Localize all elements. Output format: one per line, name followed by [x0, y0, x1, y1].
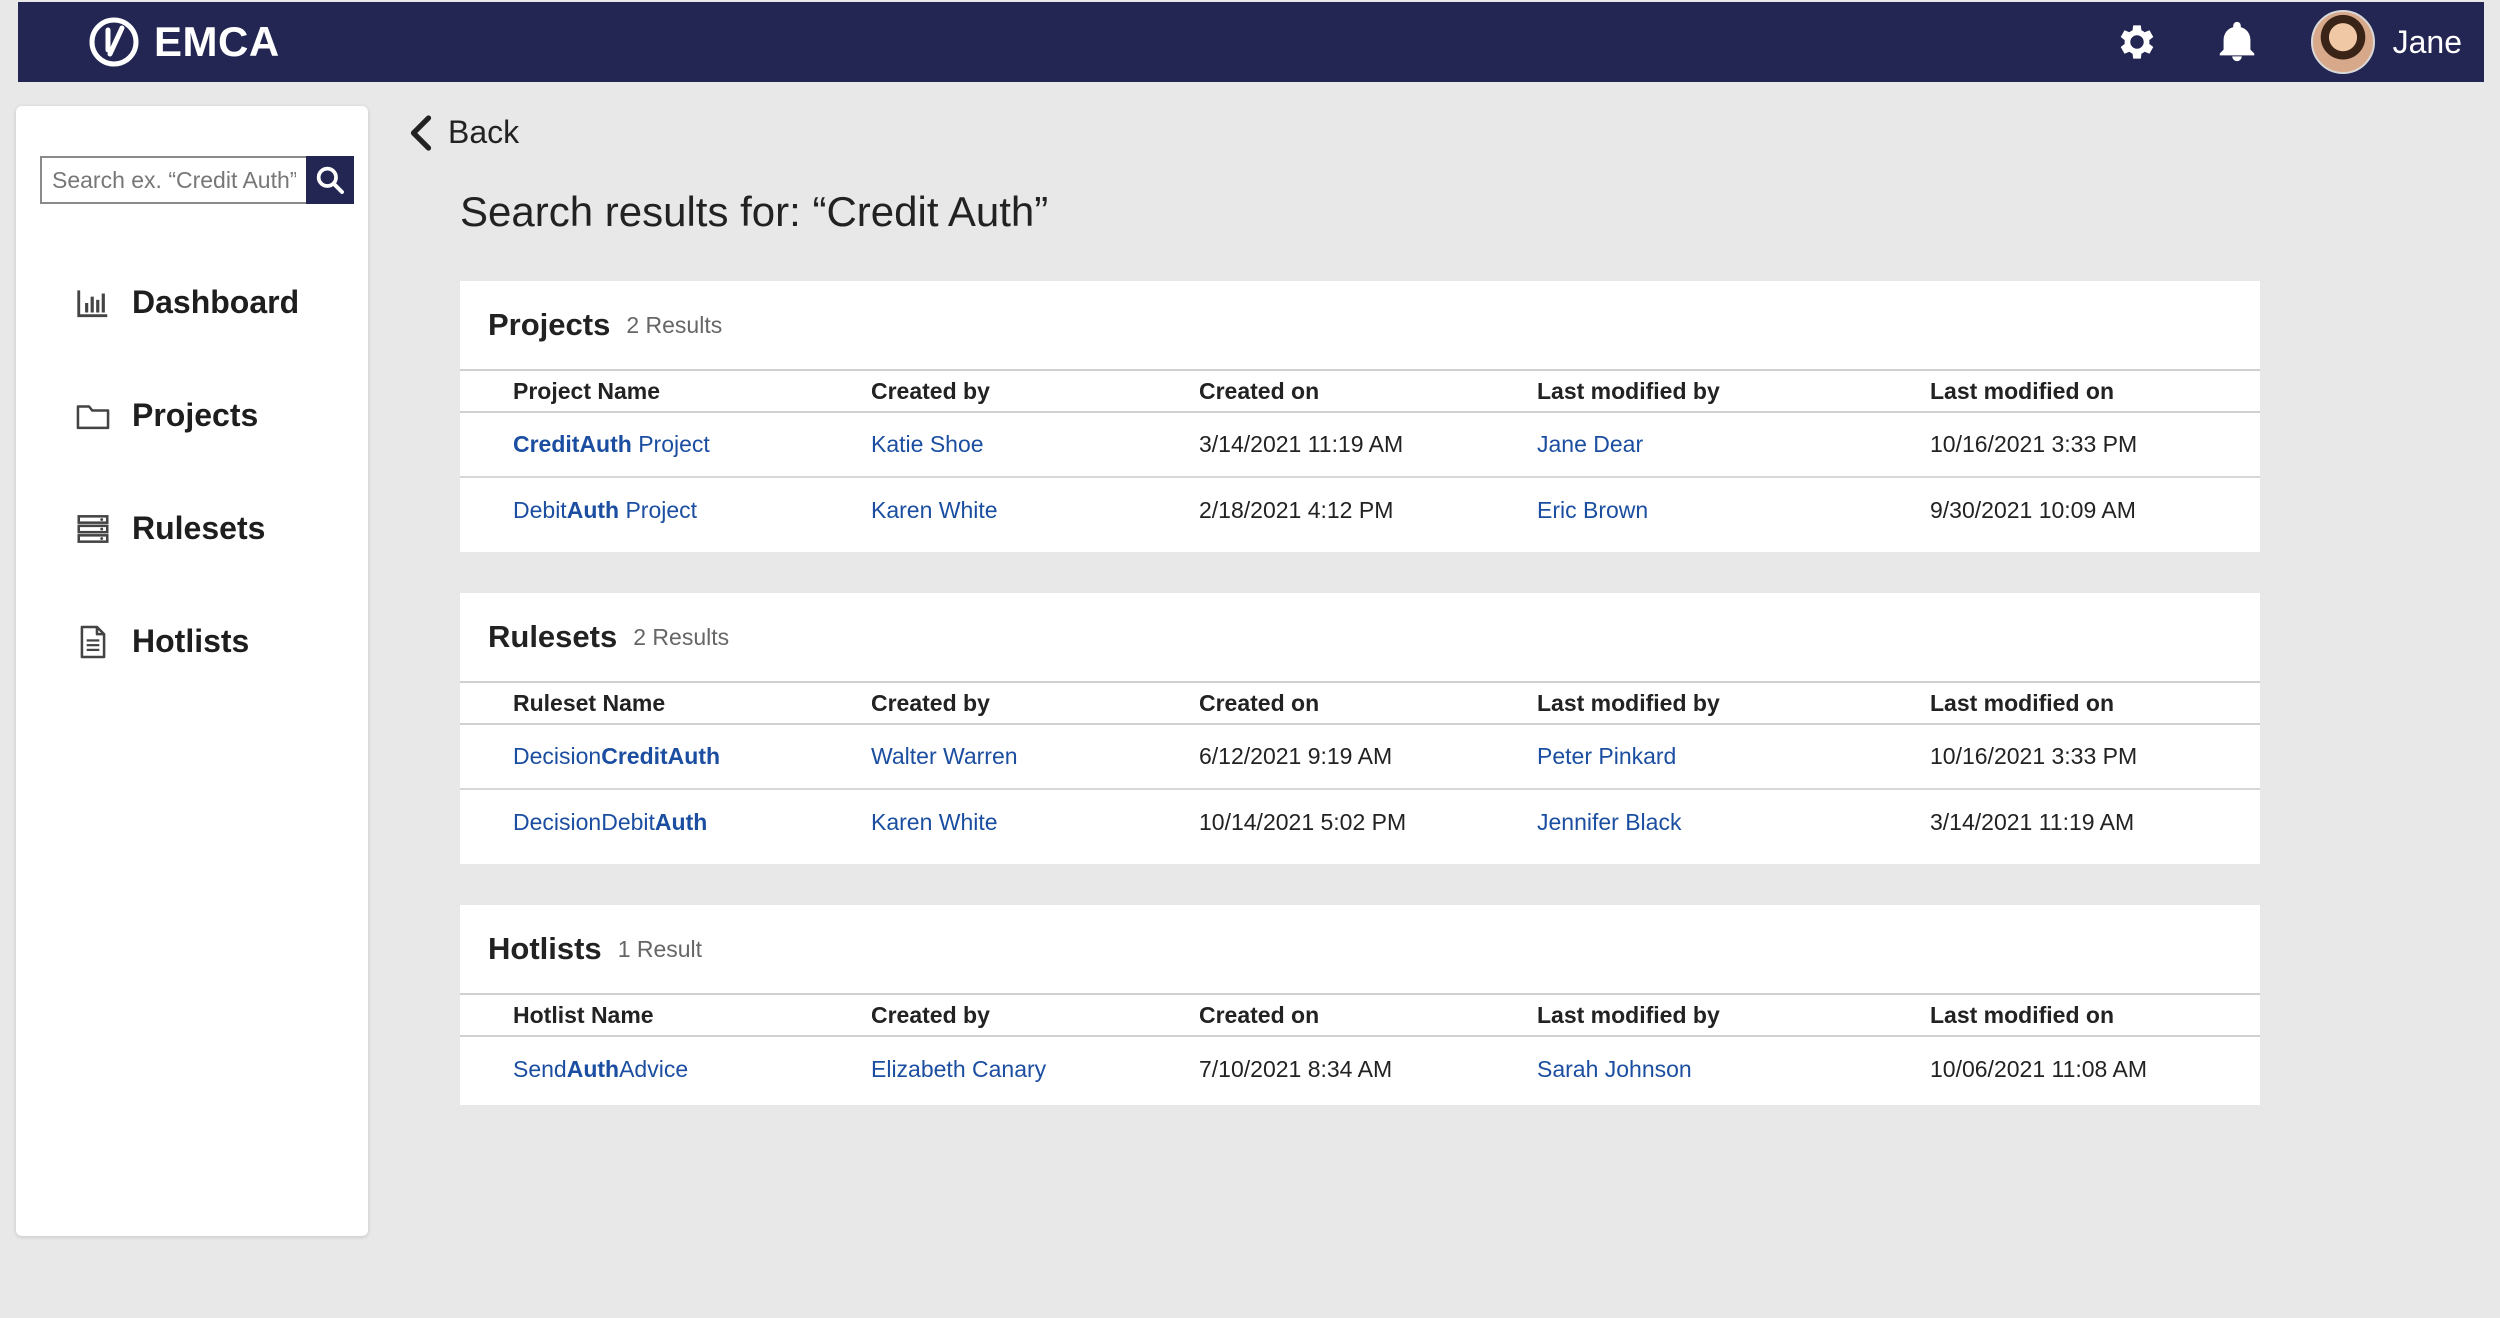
table-row: SendAuthAdvice Elizabeth Canary 7/10/202… — [460, 1037, 2260, 1102]
table-header: Ruleset Name Created by Created on Last … — [460, 681, 2260, 725]
column-header[interactable]: Project Name — [513, 377, 661, 404]
hotlist-name-link[interactable]: SendAuthAdvice — [513, 1056, 689, 1082]
modified-on: 9/30/2021 10:09 AM — [1930, 497, 2136, 523]
top-header: EMCA Jane — [18, 2, 2484, 82]
modified-by-link[interactable]: Jennifer Black — [1537, 809, 1682, 835]
column-header[interactable]: Created on — [1199, 1001, 1320, 1028]
logo[interactable]: EMCA — [88, 16, 280, 68]
projects-panel: Projects 2 Results Project Name Created … — [460, 281, 2260, 552]
chevron-left-icon — [410, 114, 432, 151]
sidebar-item-projects[interactable]: Projects — [16, 359, 368, 472]
stack-icon — [77, 514, 109, 543]
project-name-link[interactable]: DebitAuth Project — [513, 497, 698, 523]
column-header[interactable]: Created by — [871, 689, 990, 716]
sidebar-item-hotlists[interactable]: Hotlists — [16, 585, 368, 698]
created-by-link[interactable]: Karen White — [871, 809, 998, 835]
logo-icon — [89, 17, 139, 67]
column-header[interactable]: Created on — [1199, 377, 1320, 404]
created-by-link[interactable]: Elizabeth Canary — [871, 1056, 1047, 1082]
ruleset-name-link[interactable]: DecisionDebitAuth — [513, 809, 708, 835]
column-header[interactable]: Last modified on — [1930, 689, 2114, 716]
column-header[interactable]: Last modified by — [1537, 689, 1720, 716]
hotlists-panel: Hotlists 1 Result Hotlist Name Created b… — [460, 905, 2260, 1105]
modified-by-link[interactable]: Peter Pinkard — [1537, 743, 1677, 769]
back-label: Back — [448, 114, 520, 150]
search-input[interactable] — [40, 156, 306, 204]
column-header[interactable]: Ruleset Name — [513, 689, 666, 716]
created-on: 10/14/2021 5:02 PM — [1199, 809, 1407, 835]
sidebar: Dashboard Projects Rulesets H — [16, 106, 368, 1236]
bar-chart-icon — [77, 289, 108, 317]
created-by-link[interactable]: Walter Warren — [871, 743, 1018, 769]
created-on: 6/12/2021 9:19 AM — [1199, 743, 1393, 769]
column-header[interactable]: Last modified on — [1930, 1001, 2114, 1028]
avatar[interactable] — [2310, 10, 2375, 74]
page-title: Search results for: “Credit Auth” — [460, 188, 1049, 235]
sidebar-item-label: Rulesets — [132, 510, 266, 546]
folder-icon — [76, 404, 110, 429]
created-on: 2/18/2021 4:12 PM — [1199, 497, 1394, 523]
column-header[interactable]: Last modified by — [1537, 1001, 1720, 1028]
column-header[interactable]: Created by — [871, 377, 990, 404]
modified-by-link[interactable]: Eric Brown — [1537, 497, 1649, 523]
modified-by-link[interactable]: Jane Dear — [1537, 431, 1644, 457]
column-header[interactable]: Created by — [871, 1001, 990, 1028]
result-count: 1 Result — [617, 935, 703, 962]
created-on: 3/14/2021 11:19 AM — [1199, 431, 1404, 457]
gear-icon — [2120, 25, 2153, 59]
project-name-link[interactable]: CreditAuth Project — [513, 431, 710, 457]
document-icon — [80, 625, 106, 658]
table-row: DebitAuth Project Karen White 2/18/2021 … — [460, 478, 2260, 543]
sidebar-nav: Dashboard Projects Rulesets H — [16, 246, 368, 698]
table-row: CreditAuth Project Katie Shoe 3/14/2021 … — [460, 413, 2260, 478]
modified-on: 10/16/2021 3:33 PM — [1930, 431, 2138, 457]
modified-on: 3/14/2021 11:19 AM — [1930, 809, 2135, 835]
brand-name: EMCA — [154, 18, 280, 65]
rulesets-panel: Rulesets 2 Results Ruleset Name Created … — [460, 593, 2260, 864]
sidebar-item-dashboard[interactable]: Dashboard — [16, 246, 368, 359]
search-icon — [316, 166, 344, 194]
created-by-link[interactable]: Katie Shoe — [871, 431, 984, 457]
back-link[interactable]: Back — [408, 114, 519, 151]
search-box — [40, 156, 354, 204]
modified-on: 10/16/2021 3:33 PM — [1930, 743, 2138, 769]
created-on: 7/10/2021 8:34 AM — [1199, 1056, 1393, 1082]
column-header[interactable]: Hotlist Name — [513, 1001, 654, 1028]
result-count: 2 Results — [626, 311, 723, 338]
table-row: DecisionCreditAuth Walter Warren 6/12/20… — [460, 725, 2260, 790]
section-title: Rulesets — [488, 619, 618, 654]
modified-on: 10/06/2021 11:08 AM — [1930, 1056, 2147, 1082]
result-count: 2 Results — [633, 623, 730, 650]
column-header[interactable]: Last modified by — [1537, 377, 1720, 404]
table-row: DecisionDebitAuth Karen White 10/14/2021… — [460, 790, 2260, 855]
modified-by-link[interactable]: Sarah Johnson — [1537, 1056, 1692, 1082]
table-header: Project Name Created by Created on Last … — [460, 369, 2260, 413]
table-header: Hotlist Name Created by Created on Last … — [460, 993, 2260, 1037]
column-header[interactable]: Created on — [1199, 689, 1320, 716]
sidebar-item-label: Dashboard — [132, 284, 300, 320]
column-header[interactable]: Last modified on — [1930, 377, 2114, 404]
user-name[interactable]: Jane — [2392, 23, 2462, 60]
section-title: Projects — [488, 307, 611, 342]
bell-icon — [2219, 21, 2254, 62]
ruleset-name-link[interactable]: DecisionCreditAuth — [513, 743, 721, 769]
section-title: Hotlists — [488, 931, 602, 966]
created-by-link[interactable]: Karen White — [871, 497, 998, 523]
notifications-button[interactable] — [2211, 16, 2263, 68]
settings-button[interactable] — [2111, 16, 2163, 68]
search-button[interactable] — [306, 156, 354, 204]
sidebar-item-rulesets[interactable]: Rulesets — [16, 472, 368, 585]
sidebar-item-label: Hotlists — [132, 623, 250, 659]
sidebar-item-label: Projects — [132, 397, 259, 433]
